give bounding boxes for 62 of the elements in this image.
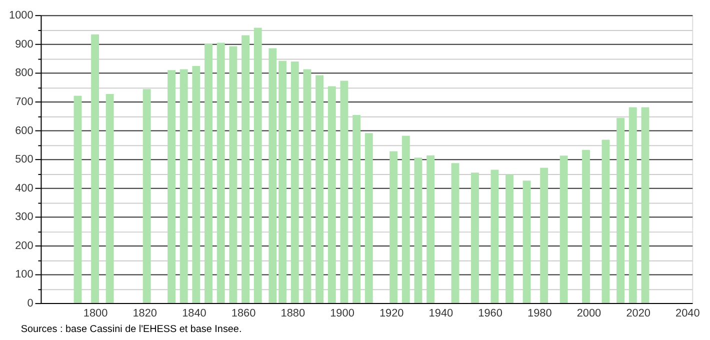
bar [268, 48, 277, 304]
bar [506, 174, 514, 304]
bar [641, 107, 650, 304]
x-tick-label: 2000 [576, 307, 602, 320]
x-tick-label: 1960 [478, 307, 502, 320]
bar [180, 69, 188, 304]
bar [540, 168, 548, 304]
bar [278, 60, 287, 304]
bar [142, 89, 151, 304]
x-tick-label: 1900 [330, 307, 354, 320]
y-tick-label: 600 [15, 124, 34, 137]
bar [490, 170, 499, 304]
bar [451, 163, 460, 304]
bar [168, 70, 176, 304]
bar [471, 172, 479, 304]
y-tick-label: 100 [15, 268, 34, 281]
x-tick-label: 1880 [280, 307, 306, 320]
y-tick-label: 800 [15, 67, 34, 80]
bar [303, 69, 312, 304]
bar [414, 158, 422, 304]
bar [328, 86, 336, 304]
y-tick-label: 0 [27, 298, 34, 310]
x-tick-label: 2040 [676, 307, 700, 320]
bar [340, 80, 348, 304]
bar [602, 140, 610, 304]
bar [216, 42, 225, 304]
bar [390, 151, 398, 304]
bar [229, 46, 238, 304]
bar [74, 96, 82, 304]
x-tick-label: 1820 [132, 307, 157, 320]
x-tick-label: 1940 [428, 307, 454, 320]
y-tick-label: 500 [15, 154, 34, 166]
bar [316, 75, 324, 304]
bar [582, 150, 590, 304]
bar [352, 115, 361, 304]
x-tick-label: 1860 [231, 307, 256, 320]
bar [522, 180, 531, 304]
bar [560, 156, 568, 304]
y-tick-label: 200 [15, 240, 34, 252]
source-note: Sources : base Cassini de l'EHESS et base Insee. [20, 324, 242, 335]
bar [616, 118, 625, 304]
y-tick-label: 400 [15, 182, 34, 194]
bar [204, 44, 212, 304]
bar [192, 66, 200, 304]
x-tick-label: 2020 [626, 307, 650, 320]
bar [290, 61, 299, 304]
y-tick-label: 700 [15, 96, 34, 108]
bar [106, 94, 114, 304]
bar [91, 34, 99, 304]
bar [402, 136, 410, 304]
x-tick-label: 1840 [182, 307, 206, 320]
x-tick-label: 1800 [83, 307, 108, 320]
y-tick-label: 1000 [9, 10, 34, 22]
x-tick-label: 1980 [527, 307, 552, 320]
bar [242, 35, 250, 304]
x-tick-label: 1920 [379, 307, 404, 320]
bar [628, 107, 637, 304]
y-tick-label: 900 [15, 38, 34, 50]
y-tick-label: 300 [15, 211, 34, 224]
bar [254, 28, 262, 304]
bar [426, 155, 435, 304]
bar [364, 133, 373, 304]
